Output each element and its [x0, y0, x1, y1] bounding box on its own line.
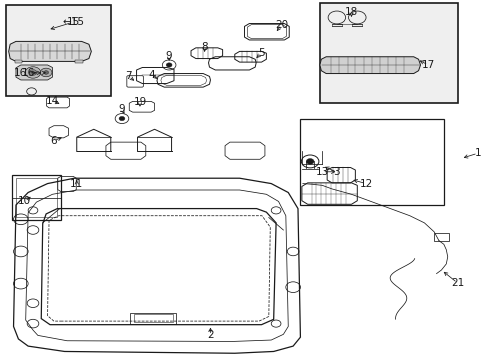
Text: 5: 5	[258, 48, 264, 58]
Circle shape	[25, 67, 41, 78]
Text: 17: 17	[421, 60, 434, 70]
Text: 13: 13	[315, 167, 328, 177]
Text: 3: 3	[333, 167, 340, 177]
Text: 10: 10	[18, 197, 31, 206]
Text: 19: 19	[133, 97, 146, 107]
Text: 18: 18	[344, 7, 357, 17]
Text: 11: 11	[70, 179, 83, 189]
Circle shape	[305, 158, 313, 164]
Text: 4: 4	[148, 69, 155, 80]
Bar	[15, 60, 22, 63]
Polygon shape	[319, 57, 420, 73]
Polygon shape	[16, 65, 52, 80]
Circle shape	[43, 71, 48, 74]
Text: 16: 16	[13, 68, 27, 78]
Text: 16: 16	[21, 68, 35, 78]
Polygon shape	[9, 41, 91, 62]
Text: ←15: ←15	[62, 17, 84, 27]
Bar	[6, 5, 111, 96]
Text: 2: 2	[207, 330, 213, 341]
Bar	[300, 119, 443, 205]
Circle shape	[29, 69, 37, 75]
Text: 12: 12	[359, 179, 372, 189]
Bar	[130, 313, 176, 324]
Text: 20: 20	[274, 19, 287, 30]
Bar	[133, 314, 172, 322]
Text: 7: 7	[125, 71, 132, 81]
Bar	[16, 178, 57, 217]
Text: 9: 9	[165, 51, 172, 61]
Circle shape	[119, 116, 124, 121]
Text: 15: 15	[66, 17, 80, 27]
Text: 8: 8	[201, 42, 207, 52]
Bar	[319, 3, 458, 103]
Text: 9: 9	[119, 104, 125, 114]
Text: 21: 21	[450, 278, 463, 288]
Bar	[12, 175, 61, 220]
Bar	[75, 60, 83, 63]
Bar	[433, 233, 448, 241]
Text: 1: 1	[473, 148, 480, 158]
Text: 14: 14	[46, 96, 59, 106]
Circle shape	[40, 68, 52, 77]
Text: 6: 6	[50, 136, 57, 146]
Circle shape	[166, 63, 172, 67]
